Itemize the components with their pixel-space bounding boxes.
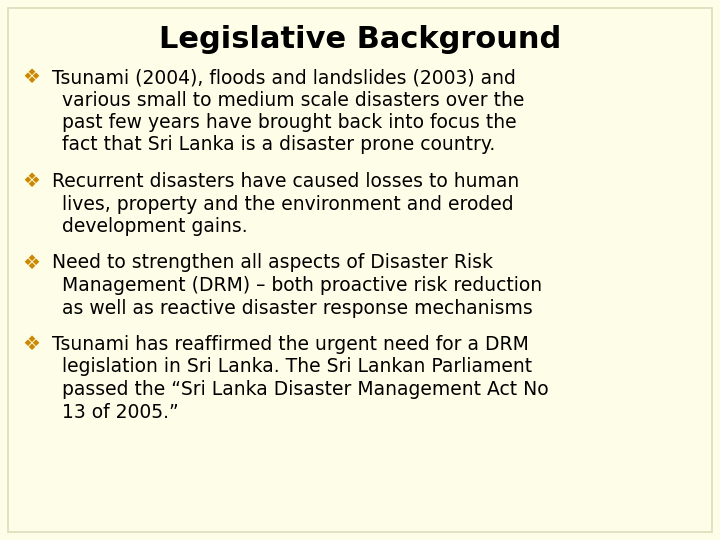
FancyBboxPatch shape [8, 8, 712, 532]
Text: Management (DRM) – both proactive risk reduction: Management (DRM) – both proactive risk r… [62, 276, 542, 295]
Text: ❖: ❖ [22, 335, 40, 354]
Text: ❖: ❖ [22, 68, 40, 87]
Text: development gains.: development gains. [62, 217, 248, 236]
Text: passed the “Sri Lanka Disaster Management Act No: passed the “Sri Lanka Disaster Managemen… [62, 380, 549, 399]
Text: Tsunami (2004), floods and landslides (2003) and: Tsunami (2004), floods and landslides (2… [52, 68, 516, 87]
Text: Legislative Background: Legislative Background [159, 25, 561, 54]
Text: legislation in Sri Lanka. The Sri Lankan Parliament: legislation in Sri Lanka. The Sri Lankan… [62, 357, 532, 376]
Text: as well as reactive disaster response mechanisms: as well as reactive disaster response me… [62, 299, 533, 318]
Text: lives, property and the environment and eroded: lives, property and the environment and … [62, 194, 513, 213]
Text: various small to medium scale disasters over the: various small to medium scale disasters … [62, 91, 524, 110]
Text: 13 of 2005.”: 13 of 2005.” [62, 402, 179, 422]
Text: Need to strengthen all aspects of Disaster Risk: Need to strengthen all aspects of Disast… [52, 253, 493, 273]
Text: Recurrent disasters have caused losses to human: Recurrent disasters have caused losses t… [52, 172, 519, 191]
Text: Tsunami has reaffirmed the urgent need for a DRM: Tsunami has reaffirmed the urgent need f… [52, 335, 529, 354]
Text: past few years have brought back into focus the: past few years have brought back into fo… [62, 113, 517, 132]
Text: ❖: ❖ [22, 172, 40, 191]
Text: ❖: ❖ [22, 253, 40, 273]
Text: fact that Sri Lanka is a disaster prone country.: fact that Sri Lanka is a disaster prone … [62, 136, 495, 154]
